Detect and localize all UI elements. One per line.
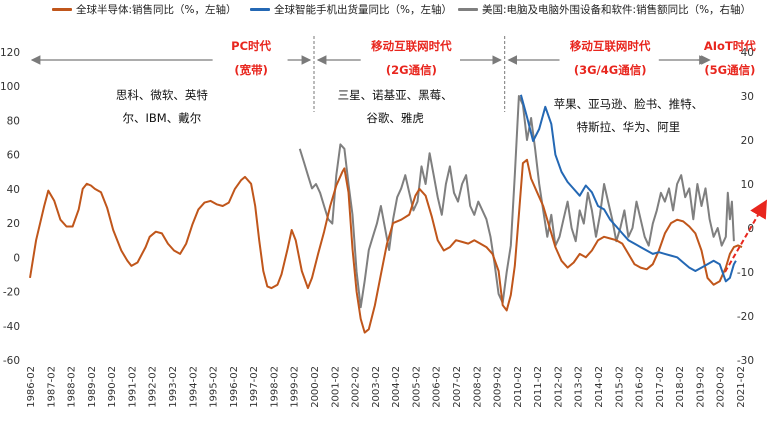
legend-swatch-us-computer-sales: [458, 8, 478, 11]
x-tick-label: 2009-02: [493, 366, 504, 408]
x-tick-label: 2017-02: [655, 366, 666, 408]
legend-item-us-computer-sales: 美国:电脑及电脑外围设备和软件:销售额同比（%，右轴）: [458, 2, 751, 17]
x-tick-label: 1999-02: [290, 366, 301, 408]
x-tick-label: 2020-02: [716, 366, 727, 408]
y-right-tick-label: -20: [737, 311, 754, 323]
x-tick-label: 2003-02: [371, 366, 382, 408]
era-subtitle: (2G通信): [386, 63, 437, 77]
legend: 全球半导体:销售同比（%，左轴） 全球智能手机出货量同比（%，左轴） 美国:电脑…: [0, 2, 768, 20]
trend-arrow: [724, 199, 768, 273]
x-tick-label: 1993-02: [168, 366, 179, 408]
era-title: PC时代: [231, 39, 271, 53]
x-tick-label: 2016-02: [635, 366, 646, 408]
y-right-tick-label: -30: [737, 355, 754, 367]
y-left-tick-label: 40: [7, 184, 20, 196]
era-companies: 三星、诺基亚、黑莓、: [338, 88, 453, 102]
legend-label-semiconductor: 全球半导体:销售同比（%，左轴）: [76, 4, 237, 16]
y-left-tick-label: 60: [7, 150, 20, 162]
era-companies: 尔、IBM、戴尔: [123, 111, 202, 125]
x-tick-label: 1988-02: [67, 366, 78, 408]
x-tick-label: 1997-02: [249, 366, 260, 408]
x-tick-label: 1994-02: [188, 366, 199, 408]
era-subtitle: (宽带): [234, 63, 268, 77]
x-tick-label: 1990-02: [107, 366, 118, 408]
x-tick-label: 2000-02: [310, 366, 321, 408]
y-left-tick-label: 0: [13, 252, 20, 264]
y-right-tick-label: -10: [737, 267, 754, 279]
y-left-tick-label: -60: [3, 355, 20, 367]
x-tick-label: 2015-02: [614, 366, 625, 408]
x-tick-label: 1989-02: [87, 366, 98, 408]
y-left-tick-label: -40: [3, 321, 20, 333]
era-companies: 苹果、亚马逊、脸书、推特、: [554, 97, 704, 111]
era-subtitle: (5G通信): [704, 63, 755, 77]
x-tick-label: 1986-02: [26, 366, 37, 408]
era-companies: 思科、微软、英特: [116, 88, 208, 102]
y-right-tick-label: 40: [741, 47, 754, 59]
x-tick-label: 1987-02: [46, 366, 57, 408]
legend-item-smartphone: 全球智能手机出货量同比（%，左轴）: [250, 2, 452, 17]
y-left-tick-label: -20: [3, 287, 20, 299]
x-tick-label: 1998-02: [269, 366, 280, 408]
x-tick-label: 2018-02: [675, 366, 686, 408]
x-tick-label: 2014-02: [594, 366, 605, 408]
x-tick-label: 1992-02: [148, 366, 159, 408]
era-title: AIoT时代: [704, 39, 756, 53]
x-tick-label: 2005-02: [411, 366, 422, 408]
legend-label-smartphone: 全球智能手机出货量同比（%，左轴）: [274, 4, 452, 16]
y-left-tick-label: 100: [0, 81, 20, 93]
x-tick-label: 2001-02: [330, 366, 341, 408]
series-line: [298, 95, 735, 309]
legend-swatch-semiconductor: [52, 8, 72, 11]
y-right-tick-label: 10: [741, 179, 754, 191]
x-tick-label: 2008-02: [472, 366, 483, 408]
x-tick-label: 2010-02: [513, 366, 524, 408]
x-tick-label: 2006-02: [432, 366, 443, 408]
era-subtitle: (3G/4G通信): [574, 63, 647, 77]
x-tick-label: 2012-02: [553, 366, 564, 408]
era-companies: 谷歌、雅虎: [366, 111, 424, 125]
series-line: [519, 94, 737, 283]
x-tick-label: 1996-02: [229, 366, 240, 408]
y-left-tick-label: 20: [7, 218, 20, 230]
x-tick-label: 2007-02: [452, 366, 463, 408]
y-left-tick-label: 80: [7, 115, 20, 127]
legend-label-us-computer-sales: 美国:电脑及电脑外围设备和软件:销售额同比（%，右轴）: [482, 4, 752, 16]
y-right-tick-label: 20: [741, 135, 754, 147]
y-left-tick-label: 120: [0, 47, 20, 59]
x-tick-label: 2019-02: [695, 366, 706, 408]
legend-swatch-smartphone: [250, 8, 270, 11]
x-tick-label: 2004-02: [391, 366, 402, 408]
legend-item-semiconductor: 全球半导体:销售同比（%，左轴）: [52, 2, 237, 17]
era-companies: 特斯拉、华为、阿里: [577, 120, 681, 134]
x-tick-label: 1991-02: [127, 366, 138, 408]
x-tick-label: 1995-02: [209, 366, 220, 408]
series-line: [29, 158, 743, 334]
era-title: 移动互联网时代: [371, 39, 452, 53]
x-tick-label: 2002-02: [351, 366, 362, 408]
x-tick-label: 2013-02: [574, 366, 585, 408]
y-right-tick-label: 30: [741, 91, 754, 103]
era-title: 移动互联网时代: [570, 39, 651, 53]
x-tick-label: 2021-02: [736, 366, 747, 408]
x-tick-label: 2011-02: [533, 366, 544, 408]
